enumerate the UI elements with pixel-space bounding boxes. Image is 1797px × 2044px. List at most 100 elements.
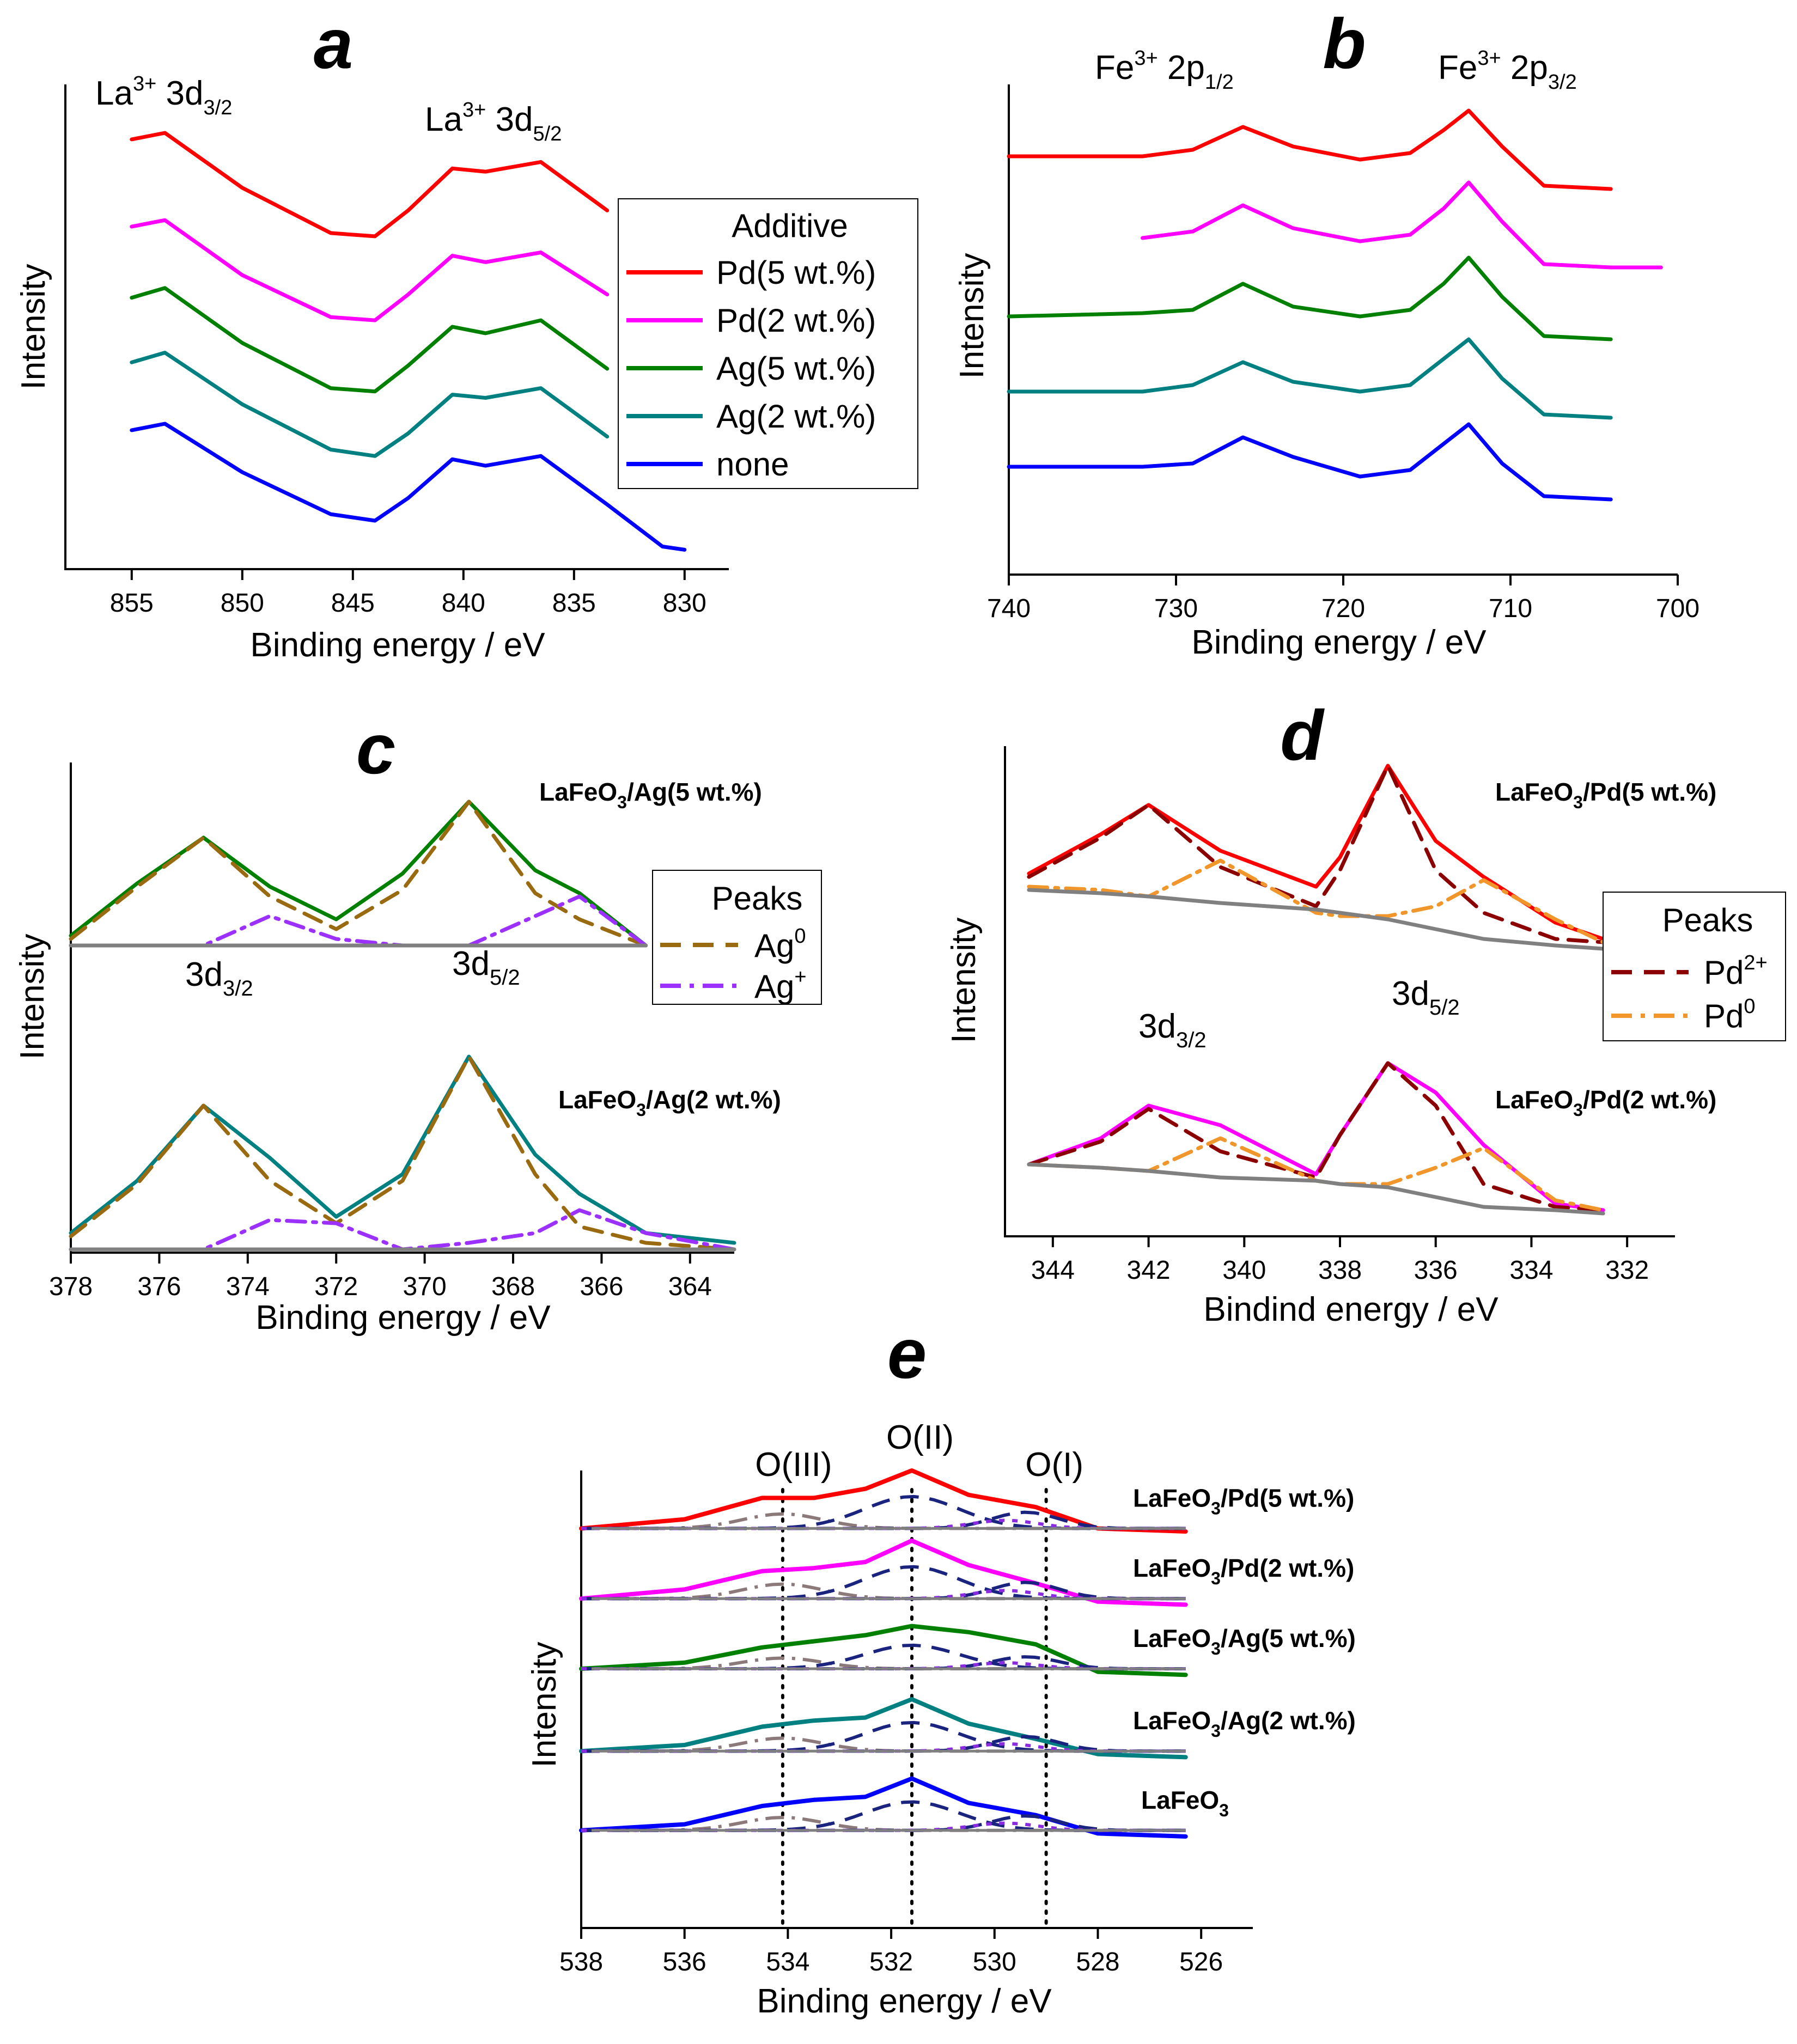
panel-a-x-tick-label: 830 — [663, 589, 706, 618]
panel-d-series-3 — [1027, 888, 1605, 951]
panel-b-peak-label-1: Fe3+ 2p1/2 — [1095, 47, 1234, 94]
panel-b-x-tick-label: 740 — [987, 594, 1031, 623]
panel-d-sample-label-2: LaFeO3/Pd(2 wt.%) — [1495, 1085, 1716, 1120]
panel-a-peak-label-2: La3+ 3d5/2 — [425, 99, 562, 145]
panel-c-y-axis-title: Intensity — [14, 934, 51, 1060]
panel-e-peak-label: O(I) — [1025, 1446, 1083, 1484]
panel-c-x-tick-label: 376 — [137, 1272, 181, 1301]
panel-c-label: c — [356, 709, 395, 789]
panel-a-legend-label: Pd(5 wt.%) — [716, 254, 876, 291]
panel-e-component-1-1 — [581, 1565, 1186, 1601]
panel-b: b 740 730 720 710 700 Fe3+ 2p1/2 Fe3+ 2p3/2 … — [953, 4, 1699, 661]
panel-a-legend-label: none — [716, 446, 789, 483]
panel-c-x-tick-label: 366 — [580, 1272, 623, 1301]
panel-e-sample-label: LaFeO3/Pd(5 wt.%) — [1133, 1484, 1354, 1518]
panel-b-series-2 — [1009, 258, 1678, 339]
panel-b-series-4 — [1009, 424, 1678, 503]
panel-b-label: b — [1323, 4, 1366, 83]
panel-a-series-1 — [130, 218, 610, 322]
panel-d: d 344 342 340 338 336 334 332 3d3/2 3d5/2 LaFe… — [945, 695, 1786, 1328]
panel-c: c 378 376 374 372 370 368 366 364 3d3/2 3d5/2 L… — [14, 709, 822, 1337]
panel-d-x-tick-label: 344 — [1031, 1256, 1075, 1285]
panel-c-x-tick-label: 374 — [226, 1272, 270, 1301]
panel-e-x-tick-label: 528 — [1076, 1948, 1119, 1976]
panel-a-x-tick-label: 835 — [552, 589, 596, 618]
panel-d-x-axis-title: Bindind energy / eV — [1203, 1291, 1498, 1328]
panel-a-peak-label-1: La3+ 3d3/2 — [95, 72, 232, 119]
panel-c-x-tick-label: 370 — [403, 1272, 447, 1301]
panel-c-x-axis-title: Binding energy / eV — [255, 1299, 551, 1337]
panel-e-x-axis-title: Binding energy / eV — [757, 1982, 1052, 2020]
panel-d-series-2 — [1027, 858, 1605, 944]
panel-e-peak-label: O(III) — [755, 1446, 832, 1484]
panel-e-x-tick-label: 530 — [973, 1948, 1016, 1976]
panel-e-sample-label: LaFeO3/Ag(2 wt.%) — [1133, 1706, 1356, 1741]
panel-a-legend: Additive Pd(5 wt.%) Pd(2 wt.%) Ag(5 wt.%) A… — [618, 198, 918, 489]
panel-e-x-tick-label: 536 — [663, 1948, 706, 1976]
panel-c-x-tick-label: 368 — [491, 1272, 535, 1301]
panel-e-series-2 — [579, 1624, 1188, 1677]
panel-a-series-2 — [130, 286, 610, 394]
panel-a: a 855 850 845 840 835 830 La3+ 3d3/2 La3+ 3d5… — [15, 4, 918, 664]
panel-a-series-0 — [130, 131, 610, 239]
panel-d-legend-box — [1603, 892, 1786, 1041]
panel-e-series-3 — [579, 1697, 1188, 1760]
panel-c-peak-label-1: 3d3/2 — [185, 956, 253, 1000]
panel-c-series-1 — [69, 800, 648, 948]
panel-b-x-tick-label: 720 — [1321, 594, 1365, 623]
panel-d-x-tick-label: 342 — [1127, 1256, 1171, 1285]
panel-a-legend-title: Additive — [732, 208, 848, 244]
panel-d-legend-label-pd0: Pd0 — [1704, 995, 1756, 1034]
panel-a-series-3 — [130, 351, 610, 458]
panel-c-sample-label-2: LaFeO3/Ag(2 wt.%) — [558, 1085, 781, 1120]
panel-c-x-tick-label: 372 — [314, 1272, 358, 1301]
panel-d-legend: Peaks Pd2+ Pd0 — [1603, 892, 1786, 1041]
panel-a-x-tick-label: 845 — [331, 589, 375, 618]
panel-d-peak-label-1: 3d3/2 — [1138, 1008, 1207, 1052]
panel-c-legend-title: Peaks — [712, 880, 803, 917]
panel-b-peak-label-2: Fe3+ 2p3/2 — [1438, 47, 1577, 94]
panel-d-legend-title: Peaks — [1662, 902, 1753, 938]
panel-d-y-axis-title: Intensity — [945, 918, 983, 1044]
panel-d-x-tick-label: 334 — [1509, 1256, 1553, 1285]
panel-e-peak-label: O(II) — [886, 1419, 954, 1456]
panel-e-x-tick-label: 526 — [1179, 1948, 1223, 1976]
panel-c-series-6 — [69, 1208, 736, 1252]
panel-a-series-4 — [130, 422, 687, 552]
panel-e-x-tick-label: 532 — [869, 1948, 913, 1976]
panel-e-y-axis-title: Intensity — [526, 1642, 563, 1768]
panel-d-x-tick-label: 336 — [1414, 1256, 1458, 1285]
panel-e: e 538 536 534 532 530 528 526 O(III)O(II)O(I) … — [526, 1314, 1356, 2020]
panel-a-x-tick-label: 850 — [221, 589, 264, 618]
panel-b-x-axis-title: Binding energy / eV — [1191, 624, 1487, 661]
panel-a-legend-label: Ag(5 wt.%) — [716, 350, 876, 387]
panel-e-sample-label: LaFeO3 — [1141, 1786, 1229, 1820]
panel-a-x-tick-label: 855 — [110, 589, 154, 618]
panel-d-legend-label-pd2plus: Pd2+ — [1704, 951, 1768, 991]
panel-a-legend-label: Ag(2 wt.%) — [716, 398, 876, 435]
panel-a-x-axis-title: Binding energy / eV — [250, 626, 545, 664]
panel-e-label: e — [887, 1314, 927, 1393]
panel-d-x-tick-label: 340 — [1222, 1256, 1266, 1285]
panel-d-peak-label-2: 3d5/2 — [1392, 975, 1460, 1020]
panel-c-legend-label-ag0: Ag0 — [754, 925, 806, 964]
panel-d-label: d — [1280, 695, 1325, 775]
panel-d-series-7 — [1027, 1162, 1605, 1216]
panel-b-y-axis-title: Intensity — [953, 253, 991, 379]
panel-c-series-4 — [69, 1054, 736, 1245]
panel-e-sample-label: LaFeO3/Ag(5 wt.%) — [1133, 1624, 1356, 1658]
panel-d-series-1 — [1027, 764, 1605, 944]
panel-b-series-0 — [1009, 111, 1678, 189]
panel-c-x-tick-label: 378 — [49, 1272, 93, 1301]
panel-d-series-5 — [1027, 1061, 1605, 1212]
panel-d-x-tick-label: 338 — [1318, 1256, 1362, 1285]
panel-c-x-tick-label: 364 — [668, 1272, 712, 1301]
panel-b-series-1 — [1141, 180, 1663, 270]
panel-e-sample-label: LaFeO3/Pd(2 wt.%) — [1133, 1554, 1354, 1588]
panel-d-x-tick-label: 332 — [1605, 1256, 1649, 1285]
panel-b-x-tick-label: 710 — [1489, 594, 1532, 623]
panel-c-legend-box — [652, 870, 822, 1005]
panel-b-series-3 — [1009, 339, 1678, 418]
panel-a-label: a — [314, 4, 353, 83]
panel-d-sample-label-1: LaFeO3/Pd(5 wt.%) — [1495, 778, 1716, 812]
